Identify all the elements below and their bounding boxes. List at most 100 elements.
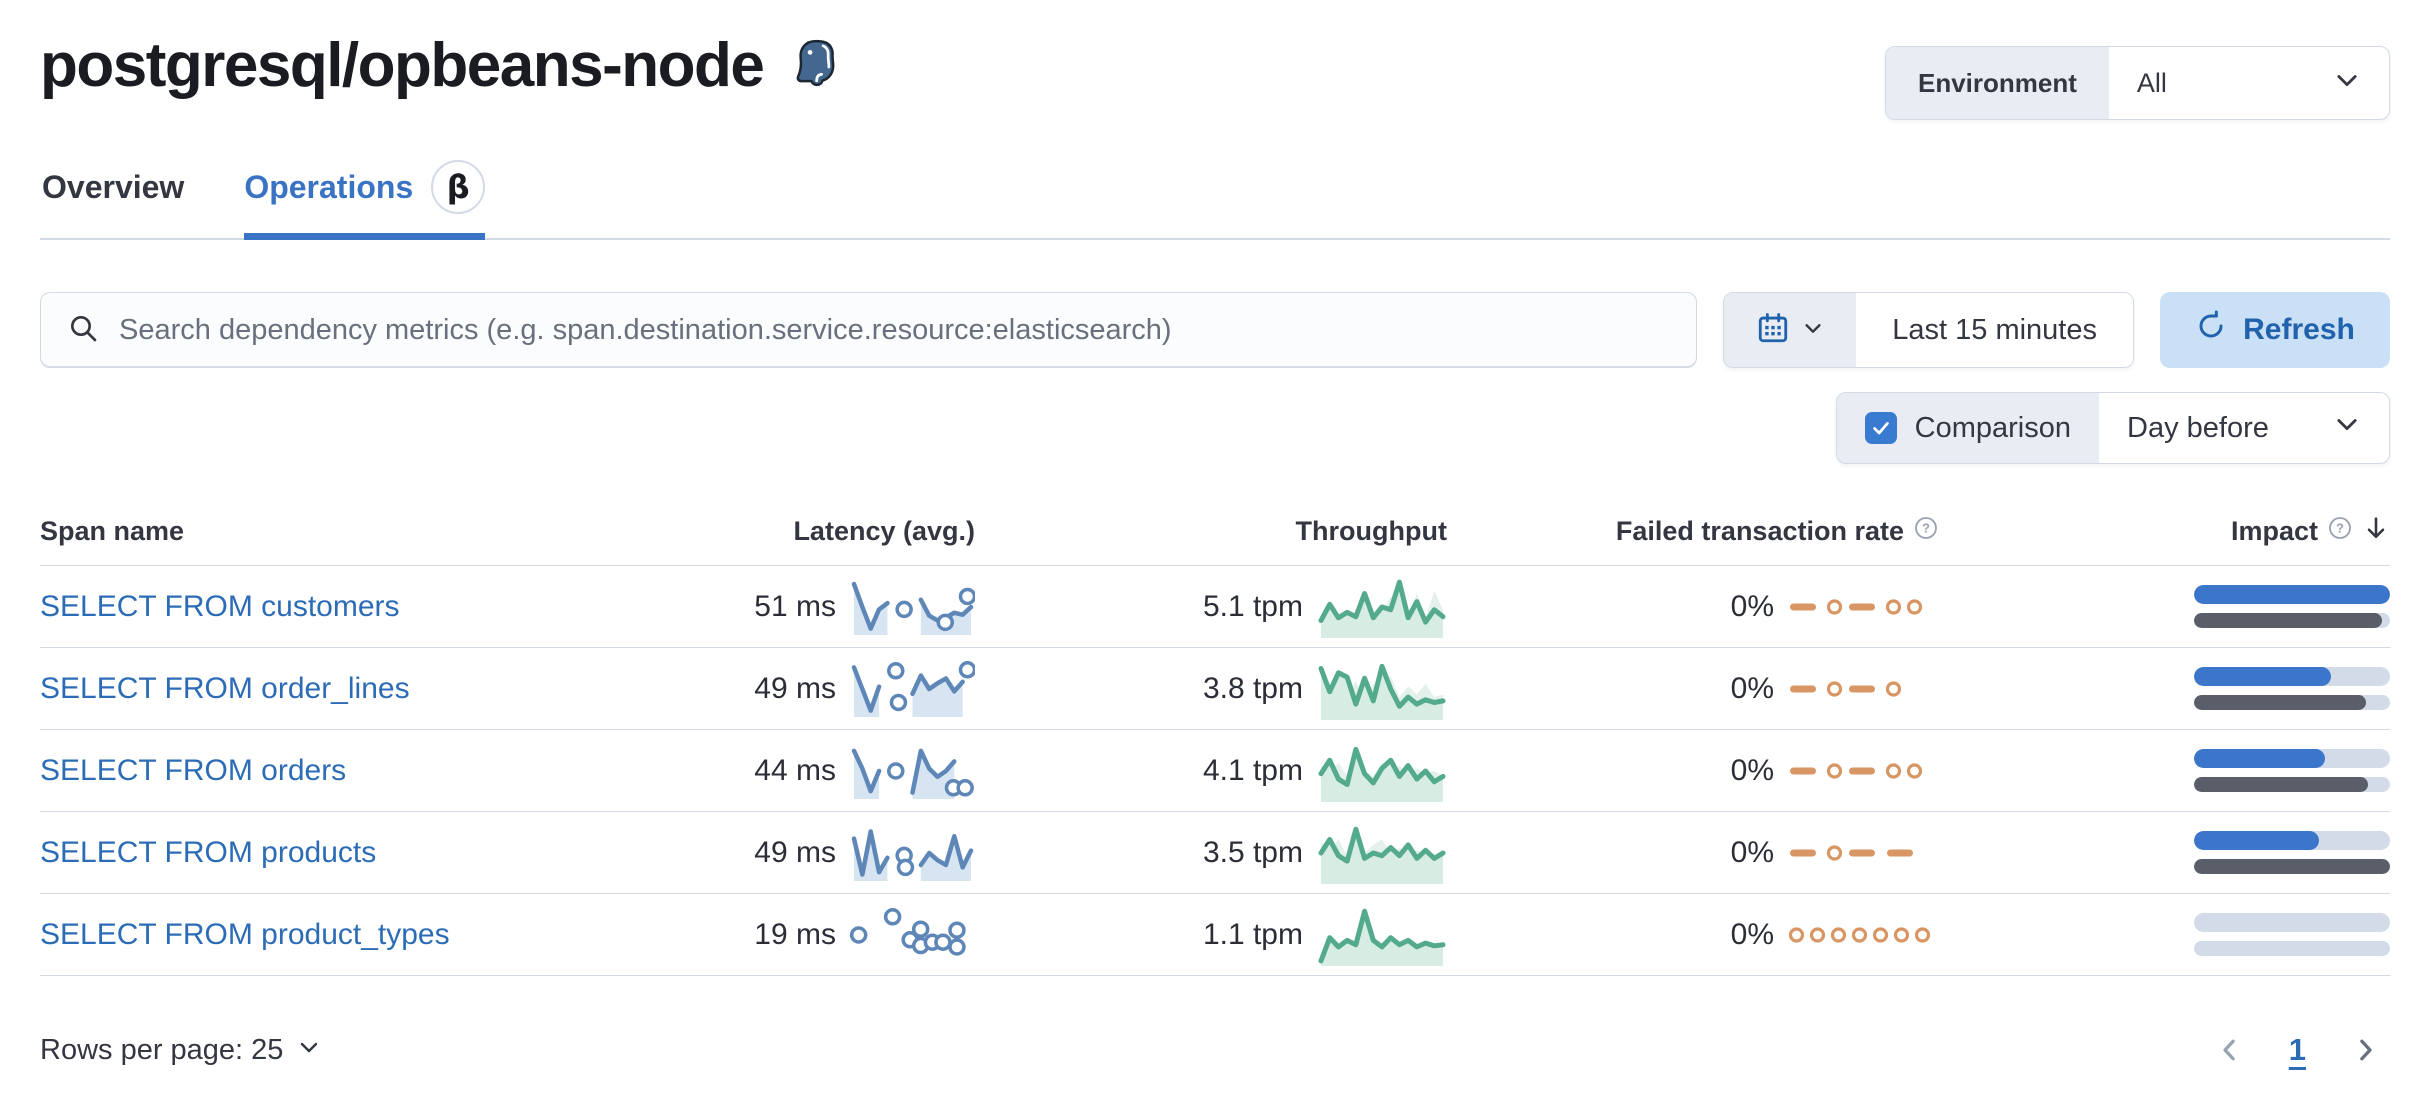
impact-bar-current-track — [2194, 913, 2390, 932]
latency-sparkline — [851, 581, 975, 635]
impact-bar-previous-track — [2194, 613, 2390, 628]
search-box — [40, 292, 1698, 368]
comparison-label: Comparison — [1914, 411, 2071, 444]
latency-value: 44 ms — [754, 753, 836, 787]
impact-bar-current-fill — [2194, 831, 2320, 850]
impact-bar-current-fill — [2194, 749, 2326, 768]
environment-value: All — [2136, 67, 2167, 98]
pagination-page-1[interactable]: 1 — [2288, 1032, 2306, 1067]
help-icon: ? — [1914, 516, 1938, 547]
span-name-link[interactable]: SELECT FROM orders — [40, 753, 347, 787]
throughput-sparkline — [1318, 908, 1446, 966]
latency-sparkline — [851, 828, 974, 881]
impact-bar-previous-track — [2194, 859, 2390, 874]
date-picker: Last 15 minutes — [1723, 292, 2134, 368]
failed-rate-sparkline — [1790, 598, 1923, 615]
failed-rate-sparkline — [1790, 762, 1923, 779]
refresh-icon — [2195, 310, 2227, 350]
pagination-previous-button[interactable] — [2215, 1035, 2245, 1065]
throughput-sparkline — [1318, 826, 1446, 884]
impact-bar-current-track — [2194, 749, 2390, 768]
environment-label: Environment — [1886, 47, 2109, 119]
table-row: SELECT FROM customers 51 ms 5.1 tpm 0% — [40, 566, 2390, 648]
failed-rate-value: 0% — [1730, 671, 1774, 705]
impact-bar-current-fill — [2194, 667, 2332, 686]
beta-badge: β — [431, 160, 486, 214]
svg-text:?: ? — [2336, 521, 2344, 536]
impact-bars — [2194, 913, 2390, 956]
throughput-value: 3.5 tpm — [1202, 835, 1303, 869]
impact-bar-current-fill — [2194, 585, 2390, 604]
latency-value: 19 ms — [754, 917, 836, 951]
environment-select[interactable]: Environment All — [1885, 46, 2390, 120]
page-header: postgresql/opbeans-node Environment All — [40, 30, 2390, 120]
failed-rate-value: 0% — [1730, 589, 1774, 623]
impact-bars — [2194, 585, 2390, 628]
tab-bar: Overview Operations β — [40, 160, 2390, 240]
impact-bar-previous-track — [2194, 941, 2390, 956]
impact-bar-previous-track — [2194, 695, 2390, 710]
impact-bar-current-track — [2194, 831, 2390, 850]
failed-rate-value: 0% — [1730, 835, 1774, 869]
time-range-button[interactable]: Last 15 minutes — [1856, 293, 2133, 367]
pagination-next-button[interactable] — [2350, 1035, 2380, 1065]
svg-text:?: ? — [1922, 521, 1930, 536]
tab-overview[interactable]: Overview — [42, 168, 185, 205]
refresh-button[interactable]: Refresh — [2160, 292, 2390, 368]
latency-sparkline — [850, 907, 966, 956]
rows-per-page-button[interactable]: Rows per page: 25 — [40, 1034, 321, 1067]
latency-sparkline — [851, 748, 974, 799]
throughput-sparkline — [1318, 746, 1446, 802]
impact-bar-previous-fill — [2194, 695, 2367, 710]
column-header-failed-rate[interactable]: Failed transaction rate ? — [1447, 516, 1938, 547]
table-header-row: Span name Latency (avg.) Throughput Fail… — [40, 514, 2390, 566]
sort-descending-arrow-icon — [2362, 514, 2390, 549]
impact-bar-previous-track — [2194, 777, 2390, 792]
impact-bars — [2194, 749, 2390, 792]
calendar-icon — [1756, 311, 1790, 350]
failed-rate-sparkline — [1788, 926, 1931, 943]
latency-value: 51 ms — [754, 589, 836, 623]
comparison-select[interactable]: Day before — [2099, 393, 2389, 463]
table-row: SELECT FROM orders 44 ms 4.1 tpm 0% — [40, 730, 2390, 812]
throughput-value: 4.1 tpm — [1202, 753, 1303, 787]
chevron-down-icon — [2333, 410, 2361, 446]
failed-rate-sparkline — [1790, 680, 1902, 697]
column-header-latency[interactable]: Latency (avg.) — [793, 516, 975, 546]
latency-value: 49 ms — [754, 671, 836, 705]
search-input[interactable] — [119, 313, 1671, 347]
chevron-down-icon — [1802, 317, 1824, 344]
chevron-down-icon — [297, 1034, 321, 1067]
span-name-link[interactable]: SELECT FROM order_lines — [40, 671, 410, 705]
span-name-link[interactable]: SELECT FROM customers — [40, 589, 400, 623]
throughput-sparkline — [1318, 579, 1446, 638]
failed-rate-sparkline — [1790, 844, 1913, 861]
operations-table: Span name Latency (avg.) Throughput Fail… — [40, 514, 2390, 976]
pagination: 1 — [2215, 1032, 2390, 1068]
page-title: postgresql/opbeans-node — [40, 31, 765, 100]
impact-bar-current-track — [2194, 667, 2390, 686]
impact-bars — [2194, 831, 2390, 874]
table-row: SELECT FROM order_lines 49 ms 3.8 tpm 0% — [40, 648, 2390, 730]
comparison-toolbar: Comparison Day before — [40, 392, 2390, 464]
toolbar: Last 15 minutes Refresh — [40, 292, 2390, 368]
throughput-value: 1.1 tpm — [1202, 917, 1303, 951]
span-name-link[interactable]: SELECT FROM product_types — [40, 917, 450, 951]
impact-bar-previous-fill — [2194, 613, 2383, 628]
throughput-sparkline — [1318, 663, 1446, 720]
table-row: SELECT FROM products 49 ms 3.5 tpm 0% — [40, 812, 2390, 894]
failed-rate-value: 0% — [1730, 753, 1774, 787]
table-footer: Rows per page: 25 1 — [40, 1032, 2390, 1068]
impact-bar-current-track — [2194, 585, 2390, 604]
column-header-throughput[interactable]: Throughput — [1295, 516, 1447, 546]
throughput-value: 3.8 tpm — [1202, 671, 1303, 705]
comparison-checkbox[interactable] — [1864, 412, 1897, 444]
span-name-link[interactable]: SELECT FROM products — [40, 835, 377, 869]
column-header-impact[interactable]: Impact ? — [1938, 514, 2390, 549]
chevron-down-icon — [2333, 66, 2361, 101]
tab-operations[interactable]: Operations β — [244, 160, 486, 240]
date-picker-calendar-button[interactable] — [1724, 293, 1857, 367]
latency-sparkline — [851, 660, 975, 717]
column-header-span-name[interactable]: Span name — [40, 516, 185, 546]
